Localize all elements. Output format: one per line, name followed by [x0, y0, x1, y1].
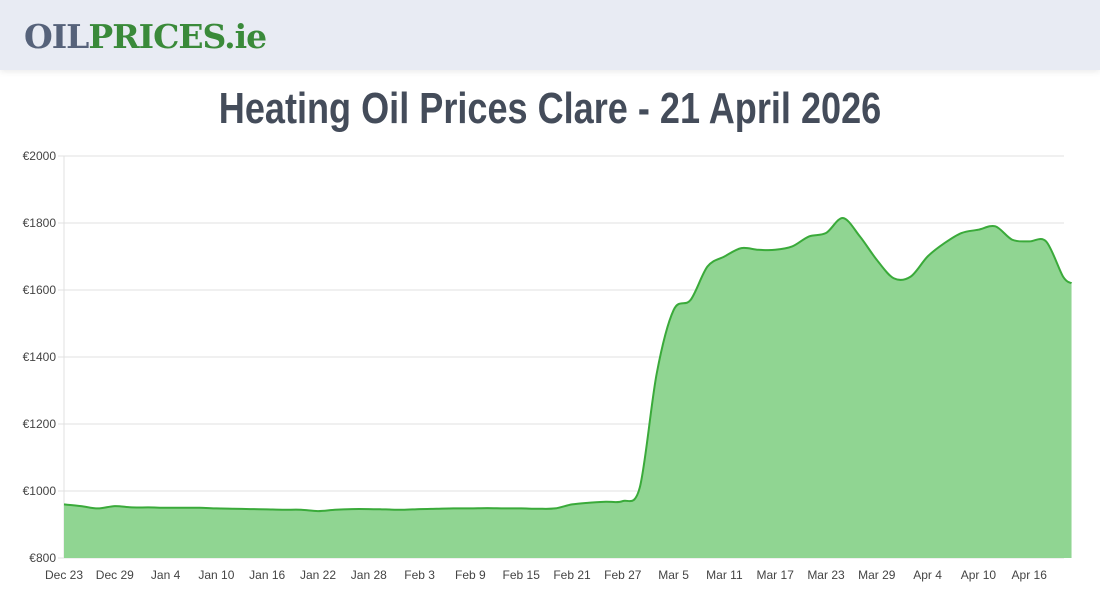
- x-tick-label: Mar 29: [858, 568, 896, 582]
- x-tick-label: Jan 22: [300, 568, 336, 582]
- x-tick-label: Jan 10: [198, 568, 234, 582]
- site-header: OILPRICES.ie: [0, 0, 1100, 70]
- x-tick-label: Mar 5: [658, 568, 689, 582]
- x-tick-label: Apr 16: [1012, 568, 1048, 582]
- x-tick-label: Jan 4: [151, 568, 181, 582]
- x-axis: Dec 23 Dec 29 Jan 4 Jan 10 Jan 16 Jan 22 Jan 2…: [45, 568, 1047, 582]
- x-tick-label: Mar 11: [706, 568, 743, 582]
- x-tick-label: Feb 9: [455, 568, 486, 582]
- x-tick-label: Mar 17: [757, 568, 795, 582]
- x-tick-label: Feb 15: [503, 568, 541, 582]
- y-tick-label: €1800: [23, 216, 57, 230]
- x-tick-label: Jan 16: [249, 568, 285, 582]
- y-tick-label: €1400: [23, 350, 57, 364]
- y-tick-label: €1000: [23, 484, 57, 498]
- x-tick-label: Feb 21: [553, 568, 591, 582]
- price-line[interactable]: [63, 216, 1073, 513]
- price-area: [64, 217, 1072, 558]
- x-tick-label: Apr 4: [913, 568, 942, 582]
- x-tick-label: Jan 28: [351, 568, 387, 582]
- page-title: Heating Oil Prices Clare - 21 April 2026: [218, 84, 882, 133]
- x-tick-label: Feb 27: [604, 568, 642, 582]
- y-tick-label: €800: [29, 551, 56, 565]
- logo-text-oil: OIL: [24, 17, 89, 56]
- x-tick-label: Dec 29: [96, 568, 134, 582]
- y-tick-label: €1600: [23, 283, 57, 297]
- y-tick-label: €1200: [23, 417, 57, 431]
- y-axis: €800 €1000 €1200 €1400 €1600 €1800 €2000: [23, 149, 57, 565]
- logo-text-prices: PRICES.ie: [88, 17, 267, 56]
- x-tick-label: Dec 23: [45, 568, 83, 582]
- x-tick-label: Feb 3: [404, 568, 435, 582]
- y-tick-label: €2000: [23, 149, 57, 163]
- x-tick-label: Apr 10: [961, 568, 997, 582]
- site-logo[interactable]: OILPRICES.ie: [24, 17, 267, 57]
- x-tick-label: Mar 23: [807, 568, 845, 582]
